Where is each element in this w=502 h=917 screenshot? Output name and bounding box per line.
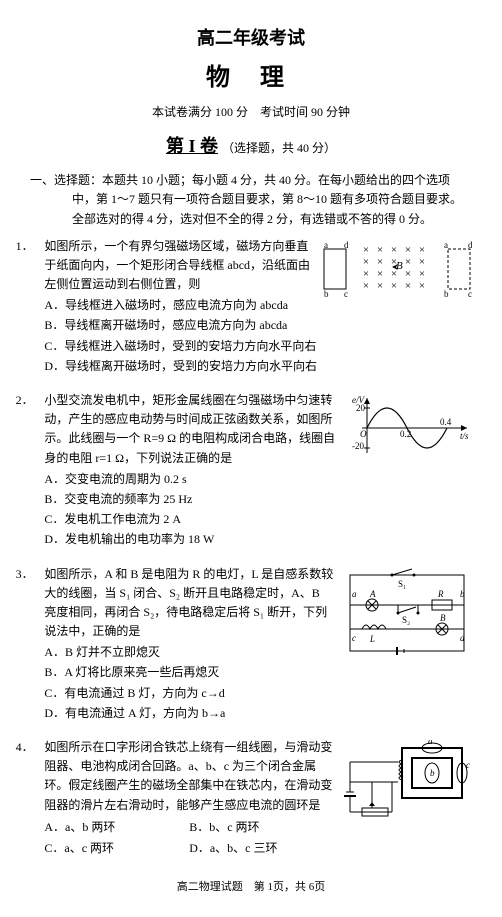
svg-text:d: d <box>468 240 472 250</box>
svg-text:c: c <box>466 760 470 770</box>
option-c: C．a、c 两环 <box>44 839 189 858</box>
svg-text:0.4: 0.4 <box>440 417 452 427</box>
svg-text:S₁: S₁ <box>398 579 406 589</box>
option-b: B．A 灯将比原来亮一些后再熄灭 <box>44 663 472 682</box>
svg-text:b: b <box>460 589 465 599</box>
question-number: 4． <box>16 738 34 757</box>
svg-text:S₂: S₂ <box>402 615 410 625</box>
svg-text:×: × <box>405 280 411 292</box>
figure-q1: ad bc ad bc ××××× ××××× ××××× ××××× B <box>322 239 472 299</box>
option-d: D．a、b、c 三环 <box>189 839 334 858</box>
svg-text:B: B <box>396 260 403 272</box>
svg-text:a: a <box>352 589 357 599</box>
svg-text:L: L <box>369 634 375 644</box>
page-footer: 高二物理试题 第 1页，共 6页 <box>30 879 472 897</box>
figure-q3: S₁ A a R b S₂ L c B d <box>342 567 472 659</box>
svg-text:-20: -20 <box>352 441 364 451</box>
svg-text:R: R <box>437 589 444 599</box>
option-a: A．导线框进入磁场时，感应电流方向为 abcda <box>44 296 472 315</box>
svg-text:B: B <box>440 613 446 623</box>
instructions: 一、选择题：本题共 10 小题；每小题 4 分，共 40 分。在每小题给出的四个… <box>30 171 472 229</box>
option-c: C．发电机工作电流为 2 A <box>44 510 472 529</box>
question-number: 3． <box>16 565 34 584</box>
svg-text:b: b <box>444 289 449 299</box>
svg-text:×: × <box>363 244 369 256</box>
svg-text:×: × <box>405 256 411 268</box>
svg-text:a: a <box>324 240 328 250</box>
option-a: A．a、b 两环 <box>44 818 189 837</box>
question-number: 1． <box>16 237 34 256</box>
svg-text:c: c <box>468 289 472 299</box>
svg-text:×: × <box>377 268 383 280</box>
option-c: C．有电流通过 B 灯，方向为 c→d <box>44 684 472 703</box>
svg-text:d: d <box>344 240 349 250</box>
subject-title: 物 理 <box>30 59 472 97</box>
svg-text:c: c <box>344 289 348 299</box>
svg-text:×: × <box>419 280 425 292</box>
question-4: 4． a c b <box>30 738 472 859</box>
svg-text:×: × <box>419 244 425 256</box>
option-b: B．导线框离开磁场时，感应电流方向为 abcda <box>44 316 472 335</box>
svg-text:O: O <box>360 429 367 439</box>
svg-text:b: b <box>324 289 329 299</box>
option-c: C．导线框进入磁场时，受到的安培力方向水平向右 <box>44 337 472 356</box>
svg-text:×: × <box>363 280 369 292</box>
option-a: A．交变电流的周期为 0.2 s <box>44 470 472 489</box>
svg-text:×: × <box>391 280 397 292</box>
svg-text:×: × <box>419 268 425 280</box>
svg-text:×: × <box>405 244 411 256</box>
question-2: 2． e/V t/s 20 -20 O 0.2 0.4 小型交流发电机中，矩形金… <box>30 391 472 551</box>
svg-text:×: × <box>419 256 425 268</box>
option-d: D．有电流通过 A 灯，方向为 b→a <box>44 704 472 723</box>
section-note: （选择题，共 40 分） <box>222 141 336 155</box>
svg-text:×: × <box>363 256 369 268</box>
grade-title: 高二年级考试 <box>30 24 472 53</box>
svg-text:A: A <box>369 589 376 599</box>
question-1: 1． ad bc ad bc ××××× ××××× ××××× ××××× B <box>30 237 472 377</box>
svg-text:×: × <box>405 268 411 280</box>
svg-text:×: × <box>377 256 383 268</box>
svg-text:×: × <box>377 244 383 256</box>
question-number: 2． <box>16 391 34 410</box>
svg-text:0.2: 0.2 <box>400 429 411 439</box>
option-d: D．发电机输出的电功率为 18 W <box>44 530 472 549</box>
svg-text:t/s: t/s <box>460 431 469 441</box>
svg-text:a: a <box>428 740 433 746</box>
section-num: 第 I 卷 <box>166 136 218 156</box>
svg-text:×: × <box>363 268 369 280</box>
option-b: B．交变电流的频率为 25 Hz <box>44 490 472 509</box>
svg-text:×: × <box>377 280 383 292</box>
option-b: B．b、c 两环 <box>189 818 334 837</box>
exam-subtitle: 本试卷满分 100 分 考试时间 90 分钟 <box>30 103 472 122</box>
svg-text:a: a <box>444 240 448 250</box>
svg-text:d: d <box>460 633 465 643</box>
svg-text:×: × <box>391 244 397 256</box>
figure-q4: a c b <box>342 740 472 822</box>
svg-text:b: b <box>430 768 435 778</box>
figure-q2: e/V t/s 20 -20 O 0.2 0.4 <box>352 393 472 463</box>
section-header: 第 I 卷 （选择题，共 40 分） <box>30 132 472 161</box>
option-d: D．导线框离开磁场时，受到的安培力方向水平向右 <box>44 357 472 376</box>
question-3: 3． S₁ A a R b S₂ <box>30 565 472 725</box>
svg-text:c: c <box>352 633 356 643</box>
